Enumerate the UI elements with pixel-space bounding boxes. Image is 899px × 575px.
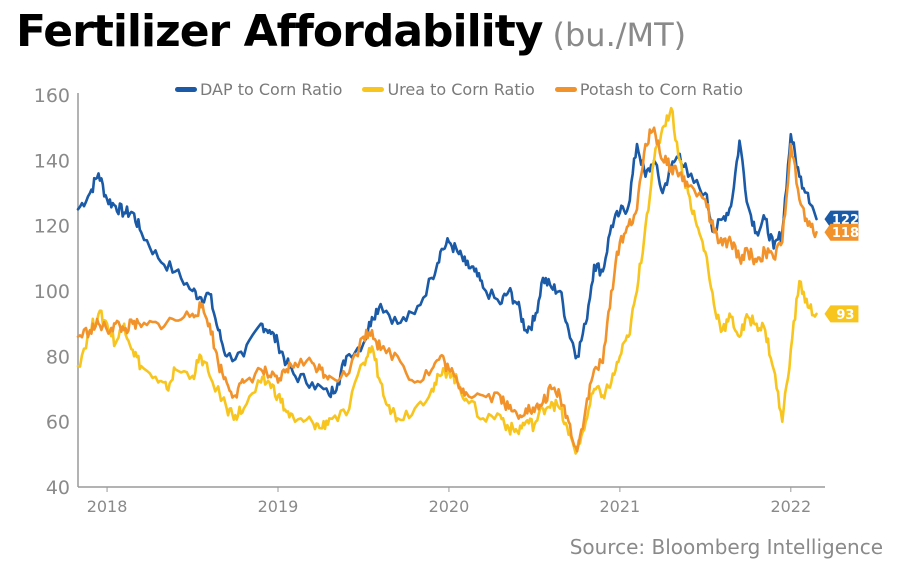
legend-swatch — [175, 87, 197, 92]
y-tick-label: 140 — [34, 150, 70, 172]
series-line-potash-to-corn-ratio — [76, 126, 818, 453]
x-tick-label: 2018 — [87, 497, 128, 516]
x-tick-label: 2022 — [770, 497, 811, 516]
chart-title-block: Fertilizer Affordability (bu./MT) — [16, 6, 686, 57]
legend-label: Potash to Corn Ratio — [579, 80, 744, 99]
legend-item: Potash to Corn Ratio — [554, 80, 744, 99]
end-value-tag — [824, 210, 859, 228]
y-tick-label: 120 — [34, 216, 70, 238]
legend-label: DAP to Corn Ratio — [200, 80, 343, 99]
source-note: Source: Bloomberg Intelligence — [569, 535, 883, 559]
legend-label: Urea to Corn Ratio — [387, 80, 535, 99]
end-value-tag — [824, 305, 859, 323]
end-value-label: 118 — [832, 226, 859, 241]
y-tick-label: 40 — [46, 477, 70, 499]
legend-swatch — [554, 87, 577, 92]
chart-subtitle: (bu./MT) — [552, 16, 687, 54]
y-tick-label: 60 — [46, 412, 70, 434]
end-value-label: 93 — [836, 308, 854, 323]
y-tick-label: 100 — [34, 281, 70, 303]
x-tick-label: 2020 — [429, 497, 470, 516]
y-tick-label: 80 — [46, 346, 70, 368]
legend-item: DAP to Corn Ratio — [175, 80, 342, 99]
legend-item: Urea to Corn Ratio — [362, 80, 535, 99]
chart-title: Fertilizer Affordability — [16, 6, 543, 57]
legend-swatch — [362, 87, 385, 92]
end-value-tag — [824, 223, 859, 241]
series-line-urea-to-corn-ratio — [76, 106, 818, 455]
chart-legend: DAP to Corn Ratio Urea to Corn Ratio Potas… — [175, 80, 743, 99]
x-tick-label: 2019 — [258, 497, 299, 516]
series-line-dap-to-corn-ratio — [76, 132, 818, 399]
y-tick-label: 160 — [34, 85, 70, 107]
x-tick-label: 2021 — [600, 497, 641, 516]
